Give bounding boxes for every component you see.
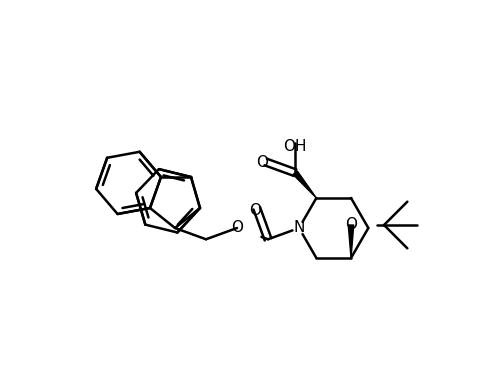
Text: N: N — [293, 220, 305, 236]
Polygon shape — [348, 225, 354, 258]
Text: OH: OH — [283, 138, 307, 153]
Text: O: O — [249, 203, 261, 218]
Text: O: O — [255, 156, 268, 171]
Text: O: O — [231, 219, 243, 234]
Polygon shape — [293, 171, 316, 198]
Text: O: O — [345, 216, 357, 231]
